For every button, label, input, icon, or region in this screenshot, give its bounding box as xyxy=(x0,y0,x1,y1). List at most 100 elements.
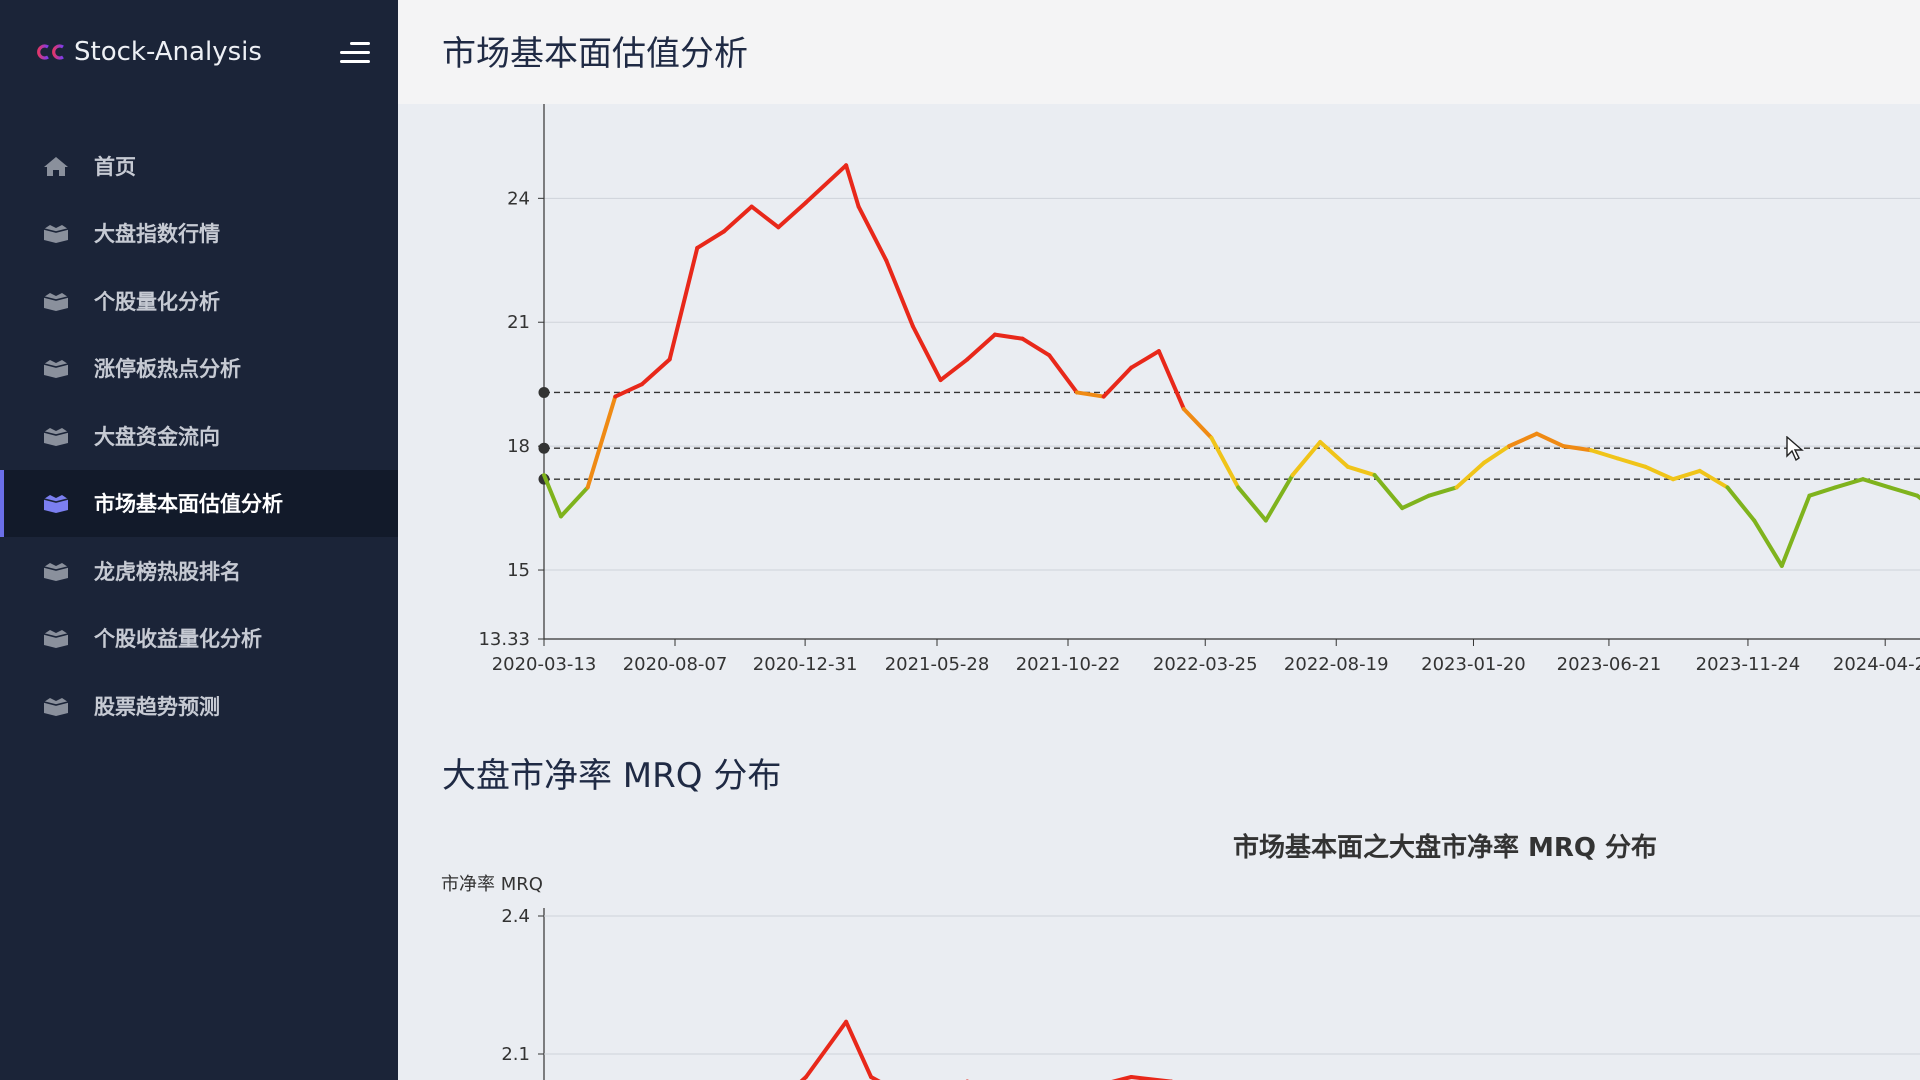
series-segment xyxy=(1290,439,1323,478)
series-segment xyxy=(613,382,645,399)
chart2-title: 市场基本面之大盘市净率 MRQ 分布 xyxy=(1233,832,1657,863)
x-tick-label: 2024-04-26 xyxy=(1833,654,1920,675)
series-segment xyxy=(1020,336,1052,358)
sidebar-item-label: 股票趋势预测 xyxy=(94,694,220,719)
series-segment xyxy=(667,245,700,362)
section-title-pb: 大盘市净率 MRQ 分布 xyxy=(442,756,782,796)
y-tick-label: 15 xyxy=(507,560,530,581)
x-tick-label: 2022-08-19 xyxy=(1284,654,1389,675)
chart2-series-segment xyxy=(799,1075,808,1080)
cursor-icon xyxy=(1786,436,1804,462)
sidebar-item-7[interactable]: 个股收益量化分析 xyxy=(0,605,398,673)
box-icon xyxy=(43,562,69,581)
series-segment xyxy=(1615,456,1648,469)
sidebar-item-4[interactable]: 大盘资金流向 xyxy=(0,402,398,470)
series-segment xyxy=(1047,353,1079,395)
page-title: 市场基本面估值分析 xyxy=(442,34,748,74)
sidebar: Stock-Analysis 首页大盘指数行情 个股量化分析 涨停板热点分析 大盘资金… xyxy=(0,0,398,1080)
sidebar-item-5[interactable]: 市场基本面估值分析 xyxy=(0,469,398,537)
series-segment xyxy=(1887,485,1920,498)
y-tick-label: 21 xyxy=(507,312,530,333)
box-icon xyxy=(43,360,69,379)
series-segment xyxy=(884,258,915,329)
sidebar-item-label: 大盘资金流向 xyxy=(94,424,220,449)
chart2-y-tick-label: 2.4 xyxy=(501,906,530,927)
chart2-y-tick-label: 2.1 xyxy=(501,1044,530,1065)
series-segment xyxy=(1643,464,1676,482)
series-segment xyxy=(856,204,889,263)
series-segment xyxy=(640,357,672,387)
box-icon xyxy=(43,495,69,514)
series-segment xyxy=(938,357,970,383)
chart2-series-segment xyxy=(1129,1075,1173,1080)
sidebar-item-label: 大盘指数行情 xyxy=(94,222,220,247)
series-segment xyxy=(1400,493,1431,511)
series-segment xyxy=(804,163,849,205)
series-segment xyxy=(1725,485,1757,523)
series-segment xyxy=(1074,390,1106,399)
pe-valuation-chart[interactable]: 24 21 18 15 13.33 2020-03-13 2020-08-07 2020-12… xyxy=(398,104,1920,694)
box-icon xyxy=(43,630,69,649)
series-segment xyxy=(542,473,563,519)
main-content: 市场基本面估值分析 24 21 18 15 13.33 2020-03-13 2020-08… xyxy=(398,0,1920,1080)
box-icon xyxy=(43,697,69,716)
series-segment xyxy=(1209,435,1241,490)
series-segment xyxy=(722,204,754,234)
x-tick-label: 2023-06-21 xyxy=(1557,654,1662,675)
x-tick-label: 2022-03-25 xyxy=(1153,654,1258,675)
sidebar-item-label: 市场基本面估值分析 xyxy=(94,492,283,517)
series-segment xyxy=(1263,473,1295,523)
series-segment xyxy=(1454,460,1487,490)
sidebar-item-label: 个股量化分析 xyxy=(94,289,220,314)
menu-toggle-icon[interactable] xyxy=(338,40,370,66)
mark-line-start-dot xyxy=(538,442,550,454)
x-tick-label: 2023-11-24 xyxy=(1696,654,1801,675)
sidebar-item-label: 首页 xyxy=(94,154,136,179)
app-name: Stock-Analysis xyxy=(74,37,262,67)
series-segment xyxy=(1156,349,1186,411)
y-tick-label: 13.33 xyxy=(478,629,530,650)
series-segment xyxy=(910,324,943,383)
series-segment xyxy=(1779,493,1812,568)
sidebar-item-1[interactable]: 大盘指数行情 xyxy=(0,200,398,268)
series-segment xyxy=(1236,485,1268,523)
logo-icon xyxy=(37,44,64,60)
series-segment xyxy=(992,332,1025,341)
sidebar-item-0[interactable]: 首页 xyxy=(0,132,398,200)
page-header: 市场基本面估值分析 xyxy=(398,0,1920,104)
x-tick-label: 2023-01-20 xyxy=(1421,654,1526,675)
series-segment xyxy=(1181,406,1214,440)
pb-mrq-chart[interactable]: 市场基本面之大盘市净率 MRQ 分布 市净率 MRQ 2.4 2.1 xyxy=(398,800,1920,1080)
series-segment xyxy=(558,485,590,519)
series-segment xyxy=(1345,464,1377,478)
series-segment xyxy=(1752,518,1784,568)
home-icon xyxy=(44,156,68,176)
sidebar-item-6[interactable]: 龙虎榜热股排名 xyxy=(0,537,398,605)
x-tick-label: 2020-08-07 xyxy=(623,654,728,675)
sidebar-item-3[interactable]: 涨停板热点分析 xyxy=(0,335,398,403)
x-tick-label: 2020-12-31 xyxy=(753,654,858,675)
brand[interactable]: Stock-Analysis xyxy=(36,34,262,70)
chart2-series-segment xyxy=(844,1019,874,1079)
series-segment xyxy=(1561,444,1594,453)
sidebar-item-2[interactable]: 个股量化分析 xyxy=(0,267,398,335)
x-tick-label: 2021-05-28 xyxy=(885,654,990,675)
series-segment xyxy=(1589,448,1620,461)
sidebar-item-label: 个股收益量化分析 xyxy=(94,627,262,652)
box-icon xyxy=(43,292,69,311)
chart2-series-segment xyxy=(1111,1075,1134,1080)
series-segment xyxy=(1372,473,1405,511)
series-segment xyxy=(585,394,618,490)
box-icon xyxy=(43,225,69,244)
series-segment xyxy=(844,163,861,209)
series-segment xyxy=(776,200,808,230)
series-segment xyxy=(1697,468,1730,490)
sidebar-item-8[interactable]: 股票趋势预测 xyxy=(0,672,398,740)
sidebar-item-label: 涨停板热点分析 xyxy=(94,357,241,382)
sidebar-item-label: 龙虎榜热股排名 xyxy=(94,559,241,584)
series-segment xyxy=(1507,431,1539,449)
series-segment xyxy=(1860,477,1892,490)
series-segment xyxy=(695,229,727,250)
mark-line-start-dot xyxy=(538,386,550,398)
series-segment xyxy=(965,332,997,362)
